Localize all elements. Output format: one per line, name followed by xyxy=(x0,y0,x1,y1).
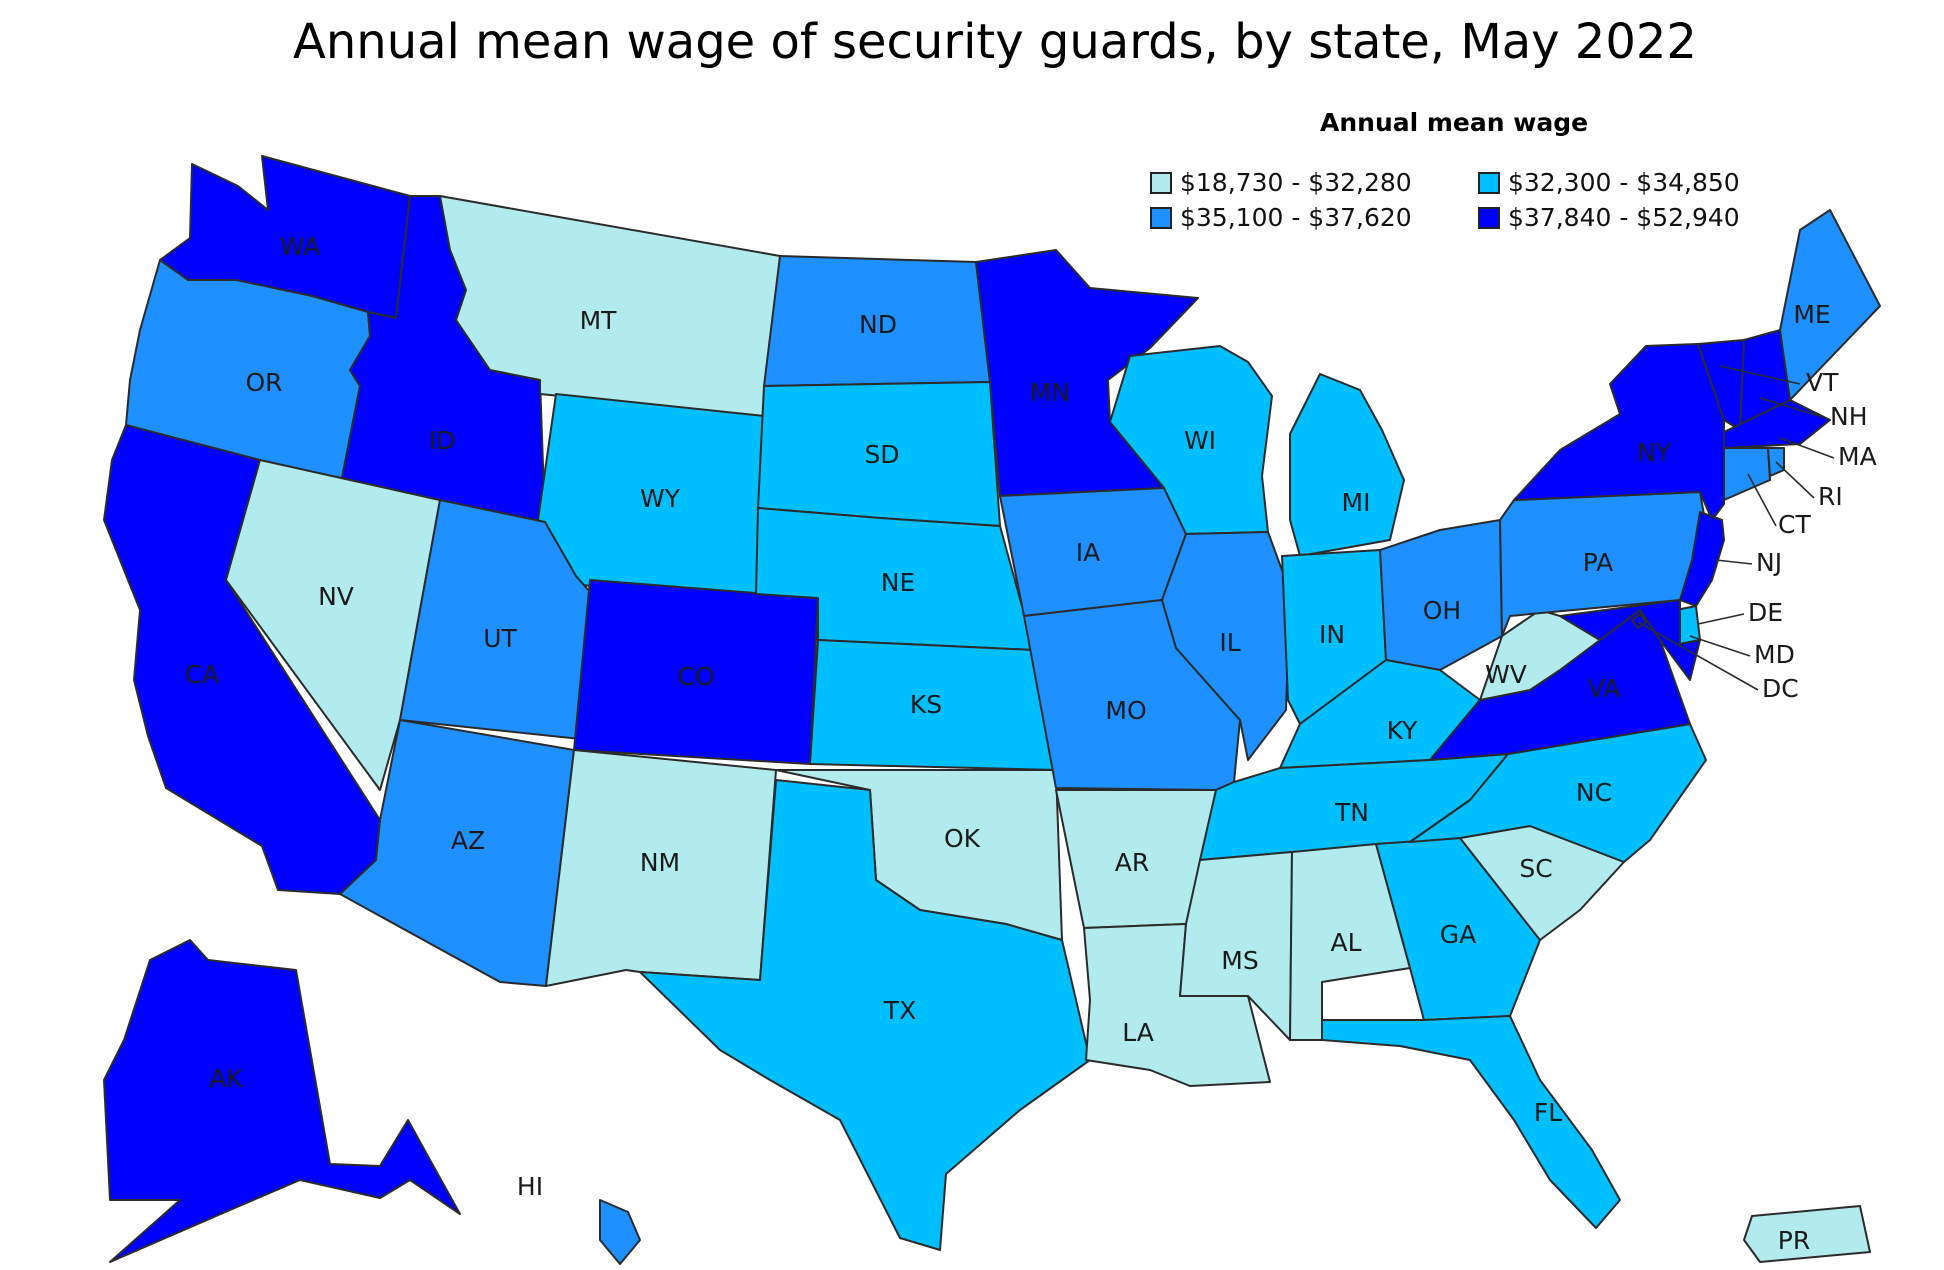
legend-item-bin-3: $35,100 - $37,620 xyxy=(1150,203,1412,232)
state-md[interactable] xyxy=(1559,599,1701,681)
label-nd: ND xyxy=(859,310,897,339)
label-la: LA xyxy=(1122,1018,1154,1047)
label-dc: DC xyxy=(1762,674,1799,703)
state-hi[interactable] xyxy=(599,1199,641,1265)
state-nj[interactable] xyxy=(1679,511,1725,607)
state-tx[interactable] xyxy=(639,779,1091,1251)
label-wa: WA xyxy=(280,232,320,261)
state-pr[interactable] xyxy=(1743,1205,1871,1263)
legend-label-bin-1: $18,730 - $32,280 xyxy=(1180,168,1412,197)
callout-line-ri xyxy=(1775,461,1815,499)
label-nm: NM xyxy=(640,848,680,877)
legend-swatch-bin-4 xyxy=(1478,206,1500,229)
label-ia: IA xyxy=(1076,538,1100,567)
callout-line-de xyxy=(1697,613,1745,625)
label-fl: FL xyxy=(1534,1098,1562,1127)
label-me: ME xyxy=(1793,300,1830,329)
legend-label-bin-2: $32,300 - $34,850 xyxy=(1508,168,1740,197)
label-sd: SD xyxy=(864,440,899,469)
label-al: AL xyxy=(1330,928,1361,957)
callout-line-vt xyxy=(1719,365,1801,385)
label-wy: WY xyxy=(640,484,681,513)
label-nh: NH xyxy=(1830,402,1868,431)
label-wv: WV xyxy=(1485,660,1527,689)
label-ut: UT xyxy=(483,624,517,653)
label-in: IN xyxy=(1319,620,1345,649)
label-sc: SC xyxy=(1519,854,1552,883)
label-ms: MS xyxy=(1221,946,1258,975)
state-mn[interactable] xyxy=(975,249,1199,497)
state-ct[interactable] xyxy=(1723,447,1771,501)
label-wi: WI xyxy=(1184,426,1216,455)
legend-swatch-bin-1 xyxy=(1150,171,1172,194)
legend-swatch-bin-2 xyxy=(1478,171,1500,194)
state-wi[interactable] xyxy=(1109,345,1273,535)
label-or: OR xyxy=(245,368,282,397)
label-ny: NY xyxy=(1637,438,1672,467)
legend-label-bin-3: $35,100 - $37,620 xyxy=(1180,203,1412,232)
label-ok: OK xyxy=(944,824,981,853)
label-mn: MN xyxy=(1030,378,1070,407)
label-tx: TX xyxy=(883,996,916,1025)
state-il[interactable] xyxy=(1161,531,1291,761)
label-vt: VT xyxy=(1806,368,1839,397)
label-ks: KS xyxy=(910,690,942,719)
label-ak: AK xyxy=(209,1064,243,1093)
map-title: Annual mean wage of security guards, by … xyxy=(293,14,1697,70)
state-ak[interactable] xyxy=(103,939,461,1263)
label-oh: OH xyxy=(1423,596,1461,625)
label-ar: AR xyxy=(1115,848,1149,877)
label-mi: MI xyxy=(1342,488,1371,517)
label-nc: NC xyxy=(1576,778,1612,807)
callout-line-md xyxy=(1689,635,1751,657)
label-va: VA xyxy=(1588,674,1621,703)
label-nv: NV xyxy=(318,582,354,611)
state-fl[interactable] xyxy=(1321,1015,1621,1229)
label-co: CO xyxy=(677,662,714,691)
label-tn: TN xyxy=(1334,798,1369,827)
label-ky: KY xyxy=(1387,716,1419,745)
state-nc[interactable] xyxy=(1409,723,1707,863)
label-ma: MA xyxy=(1838,442,1877,471)
label-mo: MO xyxy=(1105,696,1146,725)
callout-line-ma xyxy=(1779,437,1835,459)
label-il: IL xyxy=(1219,628,1240,657)
state-ca[interactable] xyxy=(103,424,381,895)
legend-swatch-bin-3 xyxy=(1150,206,1172,229)
legend-label-bin-4: $37,840 - $52,940 xyxy=(1508,203,1740,232)
callout-line-dc xyxy=(1637,621,1759,691)
label-md: MD xyxy=(1754,640,1795,669)
label-ne: NE xyxy=(881,568,916,597)
callout-line-nj xyxy=(1715,559,1753,565)
label-ri: RI xyxy=(1818,482,1843,511)
label-ca: CA xyxy=(185,660,220,689)
legend-item-bin-1: $18,730 - $32,280 xyxy=(1150,168,1412,197)
legend-title: Annual mean wage xyxy=(1320,108,1589,137)
state-mi[interactable] xyxy=(1289,373,1405,557)
state-oh[interactable] xyxy=(1379,519,1503,671)
label-hi: HI xyxy=(517,1172,543,1201)
legend-item-bin-2: $32,300 - $34,850 xyxy=(1478,168,1740,197)
state-me[interactable] xyxy=(1779,209,1881,401)
label-ga: GA xyxy=(1440,920,1476,949)
legend-item-bin-4: $37,840 - $52,940 xyxy=(1478,203,1740,232)
label-pa: PA xyxy=(1583,548,1614,577)
label-de: DE xyxy=(1748,598,1783,627)
callout-line-ct xyxy=(1747,473,1777,527)
label-pr: PR xyxy=(1778,1226,1810,1255)
label-nj: NJ xyxy=(1756,548,1782,577)
callout-line-nh xyxy=(1759,397,1827,419)
label-mt: MT xyxy=(580,306,618,335)
label-ct: CT xyxy=(1778,510,1811,539)
label-az: AZ xyxy=(451,826,485,855)
label-id: ID xyxy=(429,426,456,455)
